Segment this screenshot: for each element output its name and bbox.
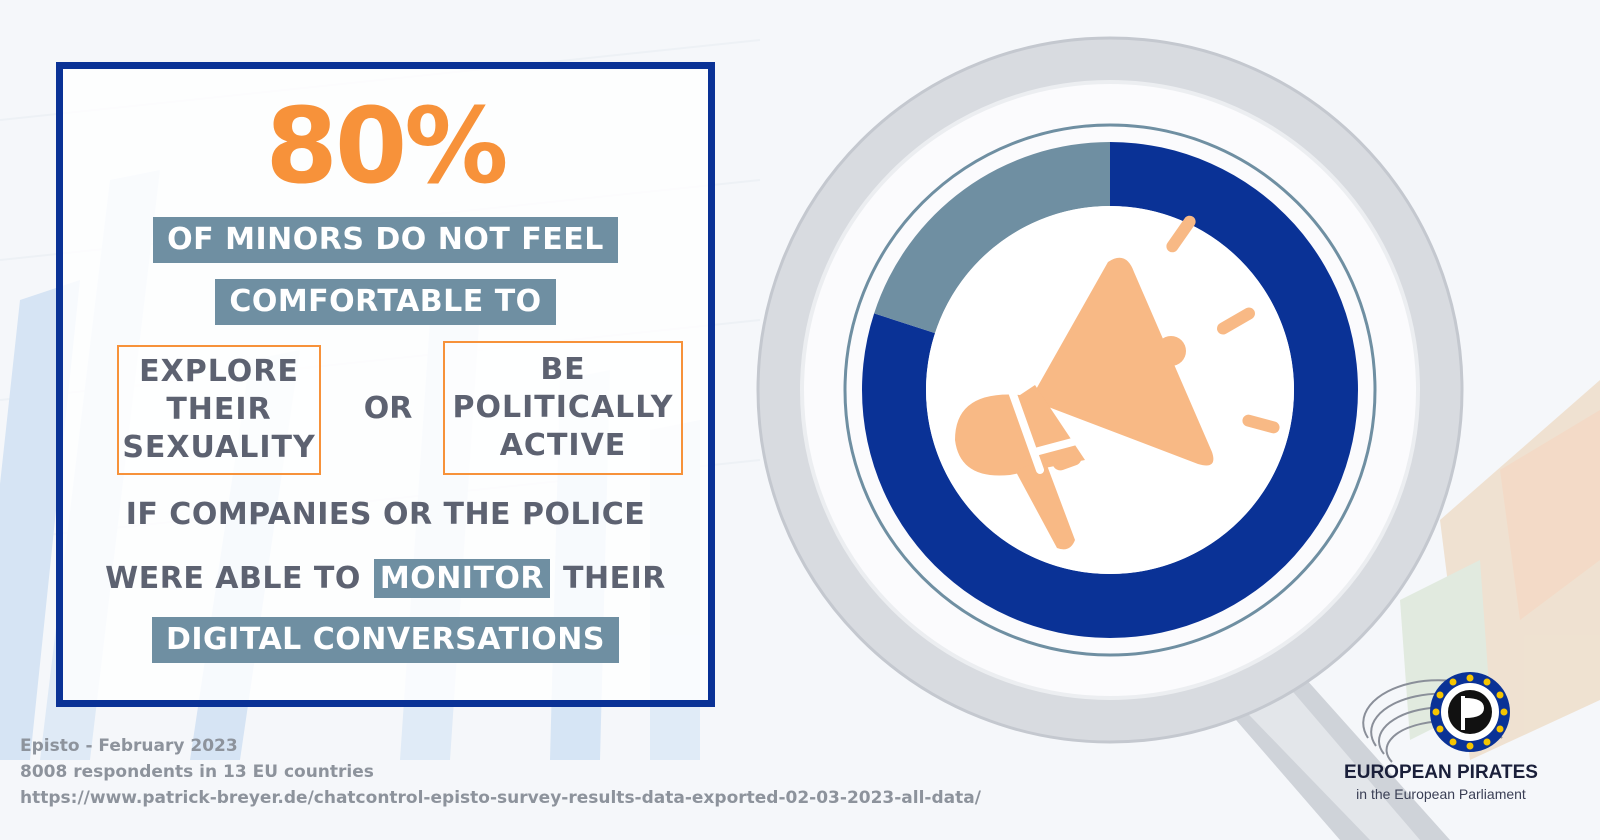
condition-line-1: IF COMPANIES OR THE POLICE <box>125 497 646 532</box>
source-url[interactable]: https://www.patrick-breyer.de/chatcontro… <box>20 788 981 808</box>
headline-percent: 80% <box>265 85 509 207</box>
megaphone-icon <box>955 215 1280 550</box>
headline-line-2: COMFORTABLE TO <box>215 279 556 325</box>
condition-line-3: DIGITAL CONVERSATIONS <box>151 617 620 663</box>
or-connector: OR <box>363 391 413 426</box>
headline-line-1: OF MINORS DO NOT FEEL <box>153 217 618 263</box>
logo-subtitle: in the European Parliament <box>1356 786 1526 802</box>
option-politically-active: BE POLITICALLY ACTIVE <box>443 341 683 475</box>
source-footer: Episto - February 2023 8008 respondents … <box>20 733 981 811</box>
condition-line-3-row: DIGITAL CONVERSATIONS <box>63 617 708 663</box>
headline-line-2-row: COMFORTABLE TO <box>63 279 708 325</box>
condition-line-2: WERE ABLE TO MONITOR THEIR <box>63 557 708 601</box>
donut-segment-1 <box>874 142 1110 334</box>
european-pirates-logo <box>1362 672 1510 763</box>
logo-name: EUROPEAN PIRATES <box>1344 762 1538 783</box>
monitor-highlight: MONITOR <box>373 559 551 598</box>
source-name: Episto - February 2023 <box>20 736 238 756</box>
pirate-flag-icon <box>1448 690 1492 734</box>
statistic-panel: 80% OF MINORS DO NOT FEEL COMFORTABLE TO… <box>56 62 715 707</box>
option-explore-sexuality: EXPLORE THEIR SEXUALITY <box>117 345 321 475</box>
headline-line-1-row: OF MINORS DO NOT FEEL <box>63 217 708 263</box>
condition-line-2-start: WERE ABLE TO <box>105 561 361 596</box>
sample-size: 8008 respondents in 13 EU countries <box>20 762 374 782</box>
condition-line-2-end: THEIR <box>563 561 666 596</box>
